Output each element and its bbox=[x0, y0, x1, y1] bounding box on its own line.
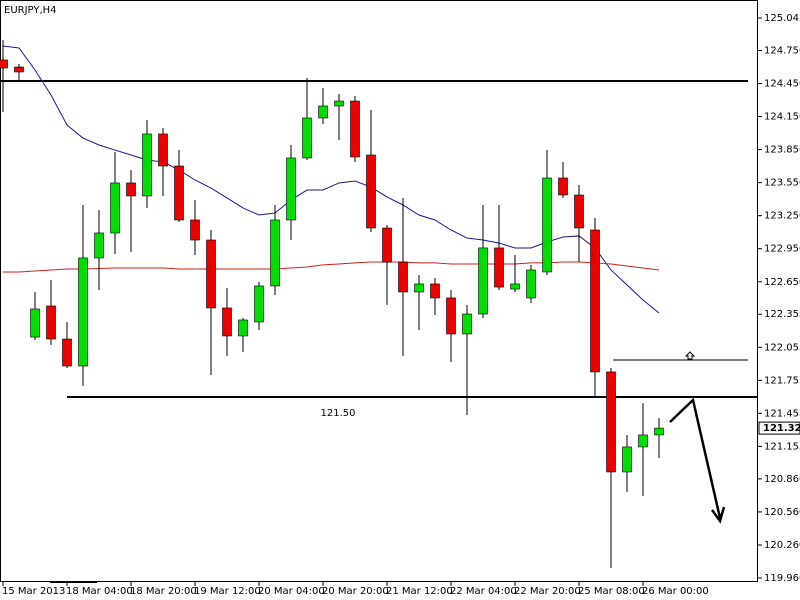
candle-body bbox=[590, 229, 600, 373]
candle-body bbox=[414, 283, 424, 293]
x-tick-label: 25 Mar 08:00 bbox=[578, 586, 645, 597]
y-tick-label: 122.950 bbox=[764, 244, 800, 255]
candle-body bbox=[398, 261, 408, 293]
candle-body bbox=[302, 117, 312, 159]
candle-body bbox=[318, 105, 328, 119]
x-tick-label: 21 Mar 12:00 bbox=[386, 586, 453, 597]
x-tick-label: 20 Mar 20:00 bbox=[322, 586, 389, 597]
candle-body bbox=[0, 59, 8, 69]
candle-body bbox=[286, 157, 296, 221]
y-tick-label: 119.960 bbox=[764, 573, 800, 584]
y-tick-label: 121.755 bbox=[764, 375, 800, 386]
candle-body bbox=[174, 165, 184, 221]
y-tick-label: 122.055 bbox=[764, 342, 800, 353]
candle-body bbox=[654, 427, 664, 436]
x-tick-label: 26 Mar 00:00 bbox=[642, 586, 709, 597]
last-price-label: 121.321 bbox=[763, 423, 800, 434]
y-tick-label: 124.750 bbox=[764, 45, 800, 56]
arrow-icon bbox=[684, 351, 696, 360]
candle-body bbox=[110, 182, 120, 234]
candle-body bbox=[542, 177, 552, 273]
candle-body bbox=[558, 177, 568, 196]
candle-body bbox=[142, 133, 152, 197]
level-annotation: 121.50 bbox=[321, 408, 356, 419]
candle-body bbox=[62, 338, 72, 367]
y-tick-label: 124.150 bbox=[764, 112, 800, 123]
plot-frame bbox=[0, 0, 758, 582]
y-tick-label: 125.045 bbox=[764, 13, 800, 24]
y-tick-label: 121.455 bbox=[764, 408, 800, 419]
x-tick-label: 22 Mar 20:00 bbox=[514, 586, 581, 597]
candle-body bbox=[622, 446, 632, 473]
candle-body bbox=[222, 307, 232, 337]
drawn-arrow bbox=[669, 397, 722, 519]
last-price-box bbox=[758, 421, 800, 435]
y-tick-label: 123.850 bbox=[764, 145, 800, 156]
x-tick-label: 18 Mar 20:00 bbox=[130, 586, 197, 597]
candle-body bbox=[574, 194, 584, 229]
candle-body bbox=[158, 133, 168, 167]
candle-body bbox=[526, 269, 536, 299]
candle-body bbox=[478, 247, 488, 315]
candle-body bbox=[238, 319, 248, 337]
candle-body bbox=[30, 308, 40, 338]
y-tick-label: 121.155 bbox=[764, 441, 800, 452]
candle-body bbox=[494, 247, 504, 288]
y-tick-label: 124.450 bbox=[764, 79, 800, 90]
candle-body bbox=[366, 154, 376, 229]
candle-body bbox=[94, 232, 104, 259]
candle-body bbox=[46, 305, 56, 340]
candle-body bbox=[638, 434, 648, 448]
drawn-arrow-head bbox=[710, 506, 726, 524]
y-tick-label: 120.260 bbox=[764, 540, 800, 551]
candle-body bbox=[206, 239, 216, 309]
candle-body bbox=[78, 257, 88, 367]
x-tick-label: 22 Mar 04:00 bbox=[450, 586, 517, 597]
x-tick-label: 20 Mar 04:00 bbox=[258, 586, 325, 597]
y-tick-label: 122.355 bbox=[764, 309, 800, 320]
x-tick-label: 18 Mar 04:00 bbox=[66, 586, 133, 597]
candle-body bbox=[190, 219, 200, 241]
y-tick-label: 123.550 bbox=[764, 178, 800, 189]
x-tick-label: 15 Mar 2013 bbox=[2, 586, 65, 597]
y-tick-label: 120.560 bbox=[764, 507, 800, 518]
candle-body bbox=[350, 100, 360, 158]
y-tick-label: 122.650 bbox=[764, 277, 800, 288]
candle-body bbox=[606, 371, 616, 473]
candle-body bbox=[254, 285, 264, 323]
candle-body bbox=[446, 297, 456, 335]
y-tick-label: 123.250 bbox=[764, 211, 800, 222]
candle-body bbox=[510, 283, 520, 290]
chart-title: EURJPY,H4 bbox=[4, 5, 57, 16]
candle-body bbox=[126, 182, 136, 197]
candle-body bbox=[334, 100, 344, 107]
candle-body bbox=[462, 313, 472, 335]
candle-body bbox=[430, 283, 440, 299]
candle-body bbox=[382, 227, 392, 263]
x-tick-label: 19 Mar 12:00 bbox=[194, 586, 261, 597]
candle-body bbox=[270, 219, 280, 287]
candle-body bbox=[14, 66, 24, 73]
y-tick-label: 120.860 bbox=[764, 474, 800, 485]
